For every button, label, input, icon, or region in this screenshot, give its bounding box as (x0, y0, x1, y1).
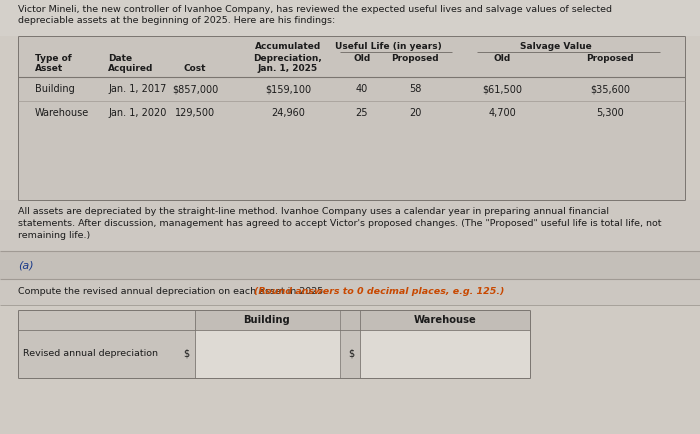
Text: Cost: Cost (183, 64, 206, 73)
Text: Date: Date (108, 54, 132, 63)
Text: (a): (a) (18, 261, 34, 271)
Text: Warehouse: Warehouse (414, 315, 477, 325)
Text: Victor Mineli, the new controller of Ivanhoe Company, has reviewed the expected : Victor Mineli, the new controller of Iva… (18, 5, 612, 14)
Bar (0, 378, 700, 434)
Text: $35,600: $35,600 (590, 84, 630, 94)
Text: Jan. 1, 2017: Jan. 1, 2017 (108, 84, 167, 94)
Text: statements. After discussion, management has agreed to accept Victor's proposed : statements. After discussion, management… (18, 219, 662, 228)
Text: All assets are depreciated by the straight-line method. Ivanhoe Company uses a c: All assets are depreciated by the straig… (18, 207, 609, 216)
Bar (195, 310, 530, 330)
Text: Old: Old (494, 54, 510, 63)
Text: Accumulated: Accumulated (255, 42, 321, 51)
Text: Revised annual depreciation: Revised annual depreciation (23, 349, 158, 358)
Bar (18, 310, 530, 378)
Text: 20: 20 (409, 108, 421, 118)
Text: 24,960: 24,960 (271, 108, 305, 118)
Text: Proposed: Proposed (391, 54, 439, 63)
Text: remaining life.): remaining life.) (18, 231, 90, 240)
Text: $159,100: $159,100 (265, 84, 311, 94)
Text: $857,000: $857,000 (172, 84, 218, 94)
Text: 5,300: 5,300 (596, 108, 624, 118)
Text: 40: 40 (356, 84, 368, 94)
Text: Type of: Type of (35, 54, 71, 63)
Text: Proposed: Proposed (586, 54, 634, 63)
Text: 4,700: 4,700 (488, 108, 516, 118)
Text: $: $ (348, 349, 354, 359)
Text: Salvage Value: Salvage Value (520, 42, 592, 51)
Text: $61,500: $61,500 (482, 84, 522, 94)
Text: 129,500: 129,500 (175, 108, 215, 118)
Text: Asset: Asset (35, 64, 63, 73)
Text: 58: 58 (409, 84, 421, 94)
Text: Acquired: Acquired (108, 64, 153, 73)
Text: Building: Building (244, 315, 290, 325)
Text: Jan. 1, 2025: Jan. 1, 2025 (258, 64, 318, 73)
Bar (195, 330, 340, 378)
Text: 25: 25 (356, 108, 368, 118)
Bar (0, 0, 700, 36)
Text: Old: Old (354, 54, 370, 63)
Text: Compute the revised annual depreciation on each asset in 2025.: Compute the revised annual depreciation … (18, 287, 329, 296)
Bar (0, 200, 700, 275)
Text: depreciable assets at the beginning of 2025. Here are his findings:: depreciable assets at the beginning of 2… (18, 16, 335, 25)
Text: Jan. 1, 2020: Jan. 1, 2020 (108, 108, 167, 118)
Bar (360, 330, 530, 378)
Text: Depreciation,: Depreciation, (253, 54, 323, 63)
Bar (18, 36, 685, 200)
Text: Building: Building (35, 84, 75, 94)
Text: Warehouse: Warehouse (35, 108, 90, 118)
Bar (0, 279, 700, 305)
Text: $: $ (183, 349, 189, 359)
Text: (Round answers to 0 decimal places, e.g. 125.): (Round answers to 0 decimal places, e.g.… (254, 287, 505, 296)
Bar (0, 251, 700, 279)
Text: Useful Life (in years): Useful Life (in years) (335, 42, 442, 51)
